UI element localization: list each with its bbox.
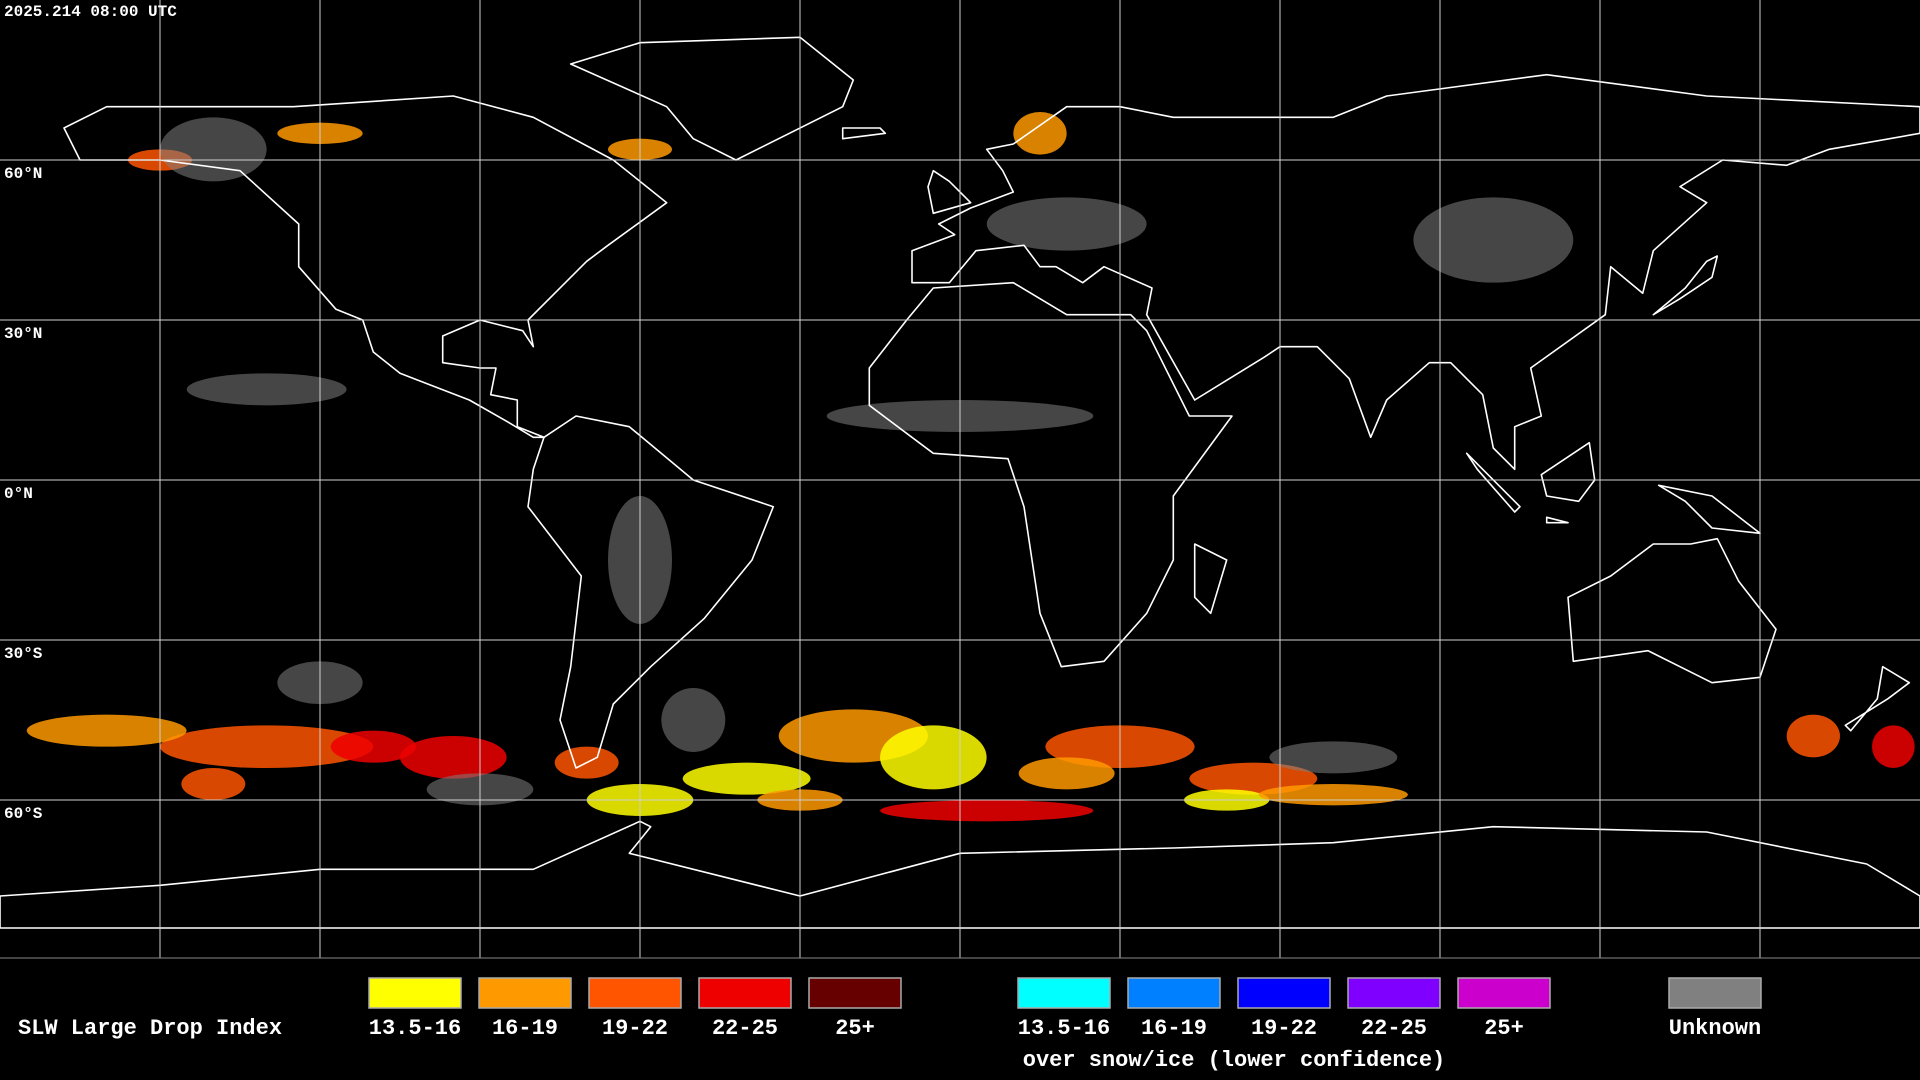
legend-swatch [1457, 977, 1551, 1009]
legend-label: 19-22 [1251, 1016, 1317, 1041]
coastlines [0, 36, 1920, 929]
legend-title: SLW Large Drop Index [18, 1016, 282, 1041]
legend-swatch [808, 977, 902, 1009]
latitude-label: 60°S [4, 805, 43, 823]
cloud-patch [330, 730, 416, 763]
coastline [1657, 484, 1761, 535]
cloud-patch [880, 800, 1094, 822]
coastline [868, 281, 1233, 668]
coastline [1652, 255, 1719, 316]
coastline [63, 95, 668, 439]
legend-swatch [588, 977, 682, 1009]
cloud-patch [1258, 784, 1408, 806]
cloud-patch [181, 768, 246, 800]
legend-swatch [1347, 977, 1441, 1009]
cloud-patch [1872, 725, 1915, 768]
coastline [1193, 543, 1228, 615]
cloud-patch [26, 714, 187, 747]
legend-label: 22-25 [712, 1016, 778, 1041]
unknown-patch [186, 373, 347, 406]
legend-label: Unknown [1669, 1016, 1761, 1041]
cloud-patch [1013, 112, 1067, 155]
legend-swatch [698, 977, 792, 1009]
latitude-label: 0°N [4, 485, 33, 503]
cloud-patch [1786, 714, 1840, 758]
legend-label: 25+ [835, 1016, 875, 1041]
legend-swatch [1237, 977, 1331, 1009]
coastline [927, 169, 972, 215]
legend-label: 16-19 [1141, 1016, 1207, 1041]
legend-swatch [1017, 977, 1111, 1009]
legend-swatch [478, 977, 572, 1009]
cloud-patch [400, 736, 507, 779]
coastline [841, 127, 887, 140]
coastline [1844, 665, 1911, 732]
unknown-patch [986, 197, 1147, 251]
coastline [569, 36, 855, 161]
coastline [1567, 537, 1777, 684]
coastline [1540, 441, 1596, 503]
coastline [911, 73, 1920, 471]
latitude-label: 30°S [4, 645, 43, 663]
latitude-label: 60°N [4, 165, 42, 183]
legend: SLW Large Drop Index over snow/ice (lowe… [18, 977, 1762, 1073]
snow-caption: over snow/ice (lower confidence) [1023, 1048, 1445, 1073]
legend-label: 13.5-16 [369, 1016, 461, 1041]
unknown-patch [1413, 197, 1574, 283]
legend-label: 16-19 [492, 1016, 558, 1041]
cloud-patch [1018, 757, 1115, 790]
coastline [527, 415, 775, 769]
legend-label: 13.5-16 [1018, 1016, 1110, 1041]
coastline [1465, 452, 1521, 513]
legend-label: 25+ [1484, 1016, 1524, 1041]
legend-swatch [1668, 977, 1762, 1009]
cloud-patch [880, 725, 987, 790]
legend-swatch [1127, 977, 1221, 1009]
unknown-patch [661, 688, 726, 752]
coastline [0, 820, 1920, 929]
latitude-label: 30°N [4, 325, 42, 343]
legend-label: 19-22 [602, 1016, 668, 1041]
cloud-patch [682, 762, 811, 795]
coastline [1545, 516, 1569, 524]
graticule [0, 0, 1920, 958]
unknown-patch [1269, 741, 1398, 774]
latitude-labels: 60°N 30°N 0°N 30°S 60°S [4, 165, 43, 823]
legend-swatch [368, 977, 462, 1009]
timestamp: 2025.214 08:00 UTC [4, 3, 177, 21]
legend-label: 22-25 [1361, 1016, 1427, 1041]
unknown-patch [160, 117, 267, 182]
